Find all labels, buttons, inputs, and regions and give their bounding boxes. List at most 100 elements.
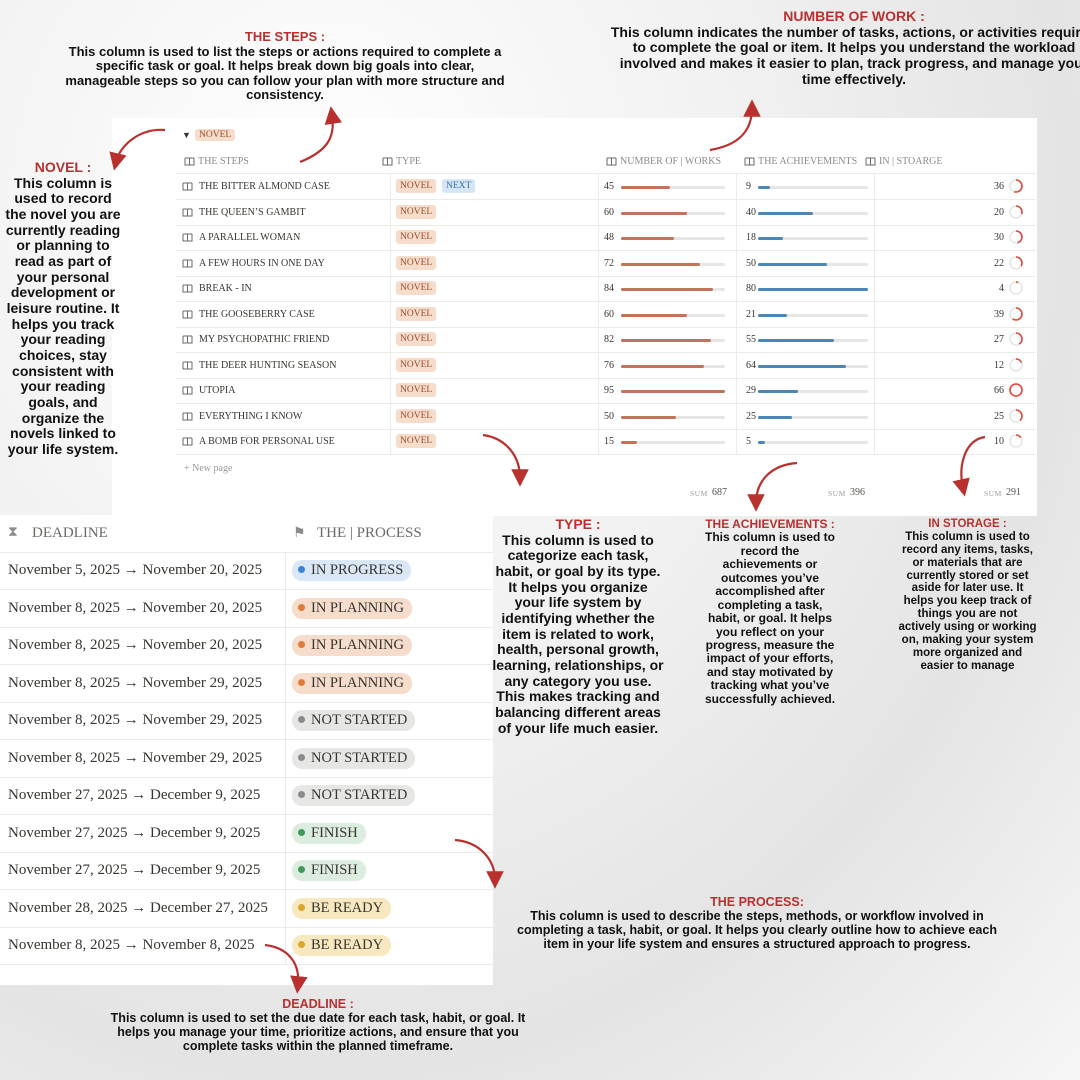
- column-line: [874, 173, 875, 454]
- works-bar: [621, 211, 687, 215]
- icon: [182, 412, 193, 420]
- storage-ring-box: [1009, 230, 1023, 244]
- achievements-track: [758, 339, 868, 342]
- storage-ring: [1009, 357, 1023, 372]
- sum-label: SUM: [984, 488, 1002, 498]
- works-track: [621, 313, 725, 317]
- icon: [182, 208, 193, 216]
- storage-value: 10: [994, 436, 1004, 447]
- works-value: 60: [604, 206, 614, 218]
- achievements-value: 18: [746, 232, 756, 243]
- achievements-value: 55: [746, 334, 756, 345]
- annotation: NUMBER OF WORK : This column indicates t…: [608, 8, 1080, 87]
- type-tag: NOVEL: [396, 332, 437, 346]
- status-pill: IN PROGRESS: [292, 560, 412, 581]
- achievements-track: [758, 211, 868, 215]
- storage-value: 12: [994, 359, 1004, 371]
- works-value: 95: [604, 385, 614, 396]
- achievements-bar: [758, 339, 834, 342]
- status-dot: [298, 603, 305, 611]
- storage-value: 20: [994, 206, 1004, 218]
- works-track: [621, 237, 725, 240]
- new-page[interactable]: + New page: [184, 462, 233, 474]
- achievements-track: [758, 441, 868, 444]
- storage-value: 4: [999, 283, 1004, 294]
- status-dot: [298, 753, 305, 761]
- status-label: IN PROGRESS: [311, 562, 404, 578]
- status-label: FINISH: [311, 824, 358, 841]
- row-line: [176, 301, 1036, 302]
- deadline: November 27, 2025 → December 9, 2025: [8, 862, 261, 878]
- storage-value: 30: [994, 232, 1004, 243]
- type-tag: NEXT: [442, 179, 476, 193]
- achievements-value: 40: [746, 206, 756, 218]
- column-header: THE STEPS: [198, 156, 249, 167]
- icon: [182, 284, 193, 293]
- achievements-value: 9: [746, 181, 751, 192]
- annotation-title: TYPE :: [555, 516, 601, 532]
- works-track: [621, 211, 725, 215]
- storage-value: 25: [994, 410, 1004, 422]
- deadline-table: ⧗ DEADLINE ⚑ THE | PROCESS November 5, 2025 …: [0, 515, 493, 985]
- storage-ring-box: [1009, 434, 1023, 448]
- status-label: BE READY: [311, 937, 384, 953]
- achievements-bar: [758, 390, 798, 393]
- row-line: [0, 552, 493, 553]
- column-header: NUMBER OF | WORKS: [620, 156, 722, 167]
- achievements-bar: [758, 262, 827, 266]
- storage-ring-box: [1009, 204, 1023, 219]
- works-track: [621, 415, 725, 419]
- storage-ring-box: [1009, 255, 1023, 270]
- row-title: THE GOOSEBERRY CASE: [199, 308, 315, 320]
- row-line: [176, 275, 1036, 277]
- row-title: A FEW HOURS IN ONE DAY: [199, 257, 325, 269]
- works-value: 84: [604, 283, 614, 294]
- storage-ring: [1009, 204, 1023, 219]
- column-header: IN | STOARGE: [879, 156, 943, 167]
- status-pill: BE READY: [292, 897, 392, 919]
- storage-ring-box: [1009, 281, 1023, 295]
- row-line: [0, 851, 493, 853]
- deadline: November 8, 2025 → November 29, 2025: [8, 674, 263, 691]
- storage-value: 27: [994, 334, 1004, 345]
- achievements-bar: [758, 186, 771, 189]
- deadline: November 8, 2025 → November 20, 2025: [8, 599, 263, 616]
- works-track: [621, 390, 725, 393]
- status-pill: NOT STARTED: [292, 710, 416, 731]
- status-dot: [298, 941, 305, 948]
- achievements-bar: [758, 288, 868, 291]
- works-track: [621, 262, 725, 266]
- storage-ring: [1009, 332, 1023, 346]
- row-line: [176, 377, 1036, 379]
- type-tag: NOVEL: [396, 230, 437, 244]
- toggle[interactable]: ▼: [182, 130, 191, 140]
- works-value: 76: [604, 359, 614, 371]
- type-tag: NOVEL: [396, 204, 437, 219]
- status-dot: [298, 566, 305, 573]
- type-tag: NOVEL: [396, 255, 437, 270]
- storage-ring-box: [1009, 306, 1023, 321]
- status-pill: NOT STARTED: [292, 785, 416, 806]
- status-label: IN PLANNING: [311, 637, 405, 653]
- achievements-bar: [758, 441, 765, 444]
- row-line: [176, 428, 1036, 430]
- annotation-title: THE PROCESS:: [710, 895, 804, 909]
- row-line: [0, 739, 493, 740]
- achievements-value: 5: [746, 436, 751, 447]
- column-line: [390, 173, 391, 454]
- storage-ring-track: [1009, 281, 1023, 295]
- sum-label: SUM: [690, 488, 708, 498]
- row-line: [0, 626, 493, 628]
- row-line: [0, 889, 493, 890]
- row-line: [176, 250, 1036, 251]
- storage-ring: [1009, 255, 1023, 270]
- storage-ring: [1009, 434, 1023, 448]
- row-line: [176, 173, 1036, 174]
- icon: [382, 157, 393, 166]
- storage-ring-box: [1009, 357, 1023, 372]
- storage-ring: [1009, 408, 1023, 423]
- icon: [184, 157, 195, 166]
- deadline: November 27, 2025 → December 9, 2025: [8, 824, 261, 841]
- storage-ring: [1009, 383, 1023, 397]
